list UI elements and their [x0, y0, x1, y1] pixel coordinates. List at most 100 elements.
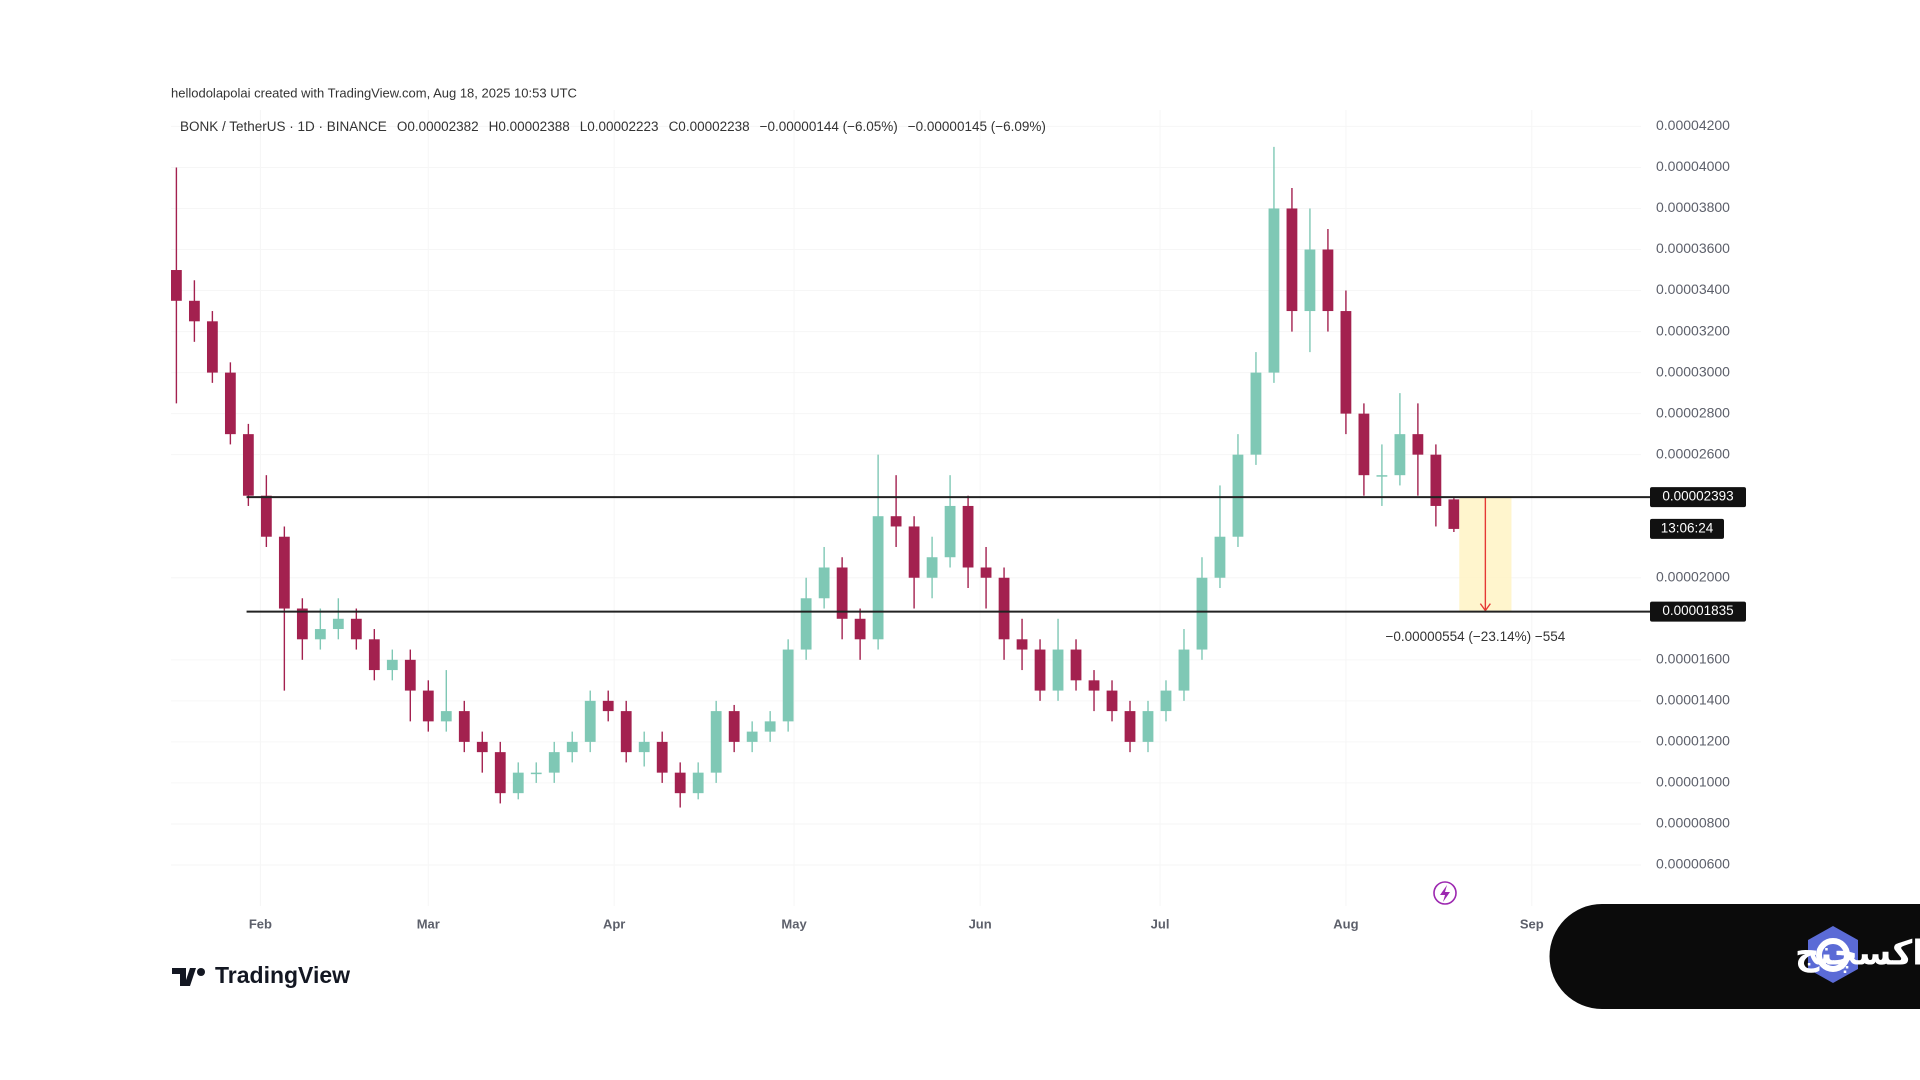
candle-body: [692, 772, 704, 794]
candle-body: [1340, 311, 1352, 414]
overlays: −0.00000554 (−23.14%) −554 0.00002393 0.00…: [246, 487, 1746, 644]
header-item: O0.00002382: [397, 119, 479, 134]
candle-body: [1196, 577, 1208, 650]
icon-ring: [1433, 881, 1457, 905]
candle-body: [1106, 690, 1118, 712]
countdown: 13:06:24: [1661, 520, 1714, 535]
candle-body: [1358, 413, 1370, 476]
countdown-box: [1650, 518, 1724, 539]
candle-body: [530, 772, 542, 775]
candle-body: [188, 300, 200, 322]
header-item: −0.00000145 (−6.09%): [908, 119, 1046, 134]
candle-body: [746, 731, 758, 742]
candle-body: [350, 618, 362, 640]
candle-body: [620, 711, 632, 753]
x-tick-label: Aug: [1333, 916, 1358, 931]
y-tick-label: 0.00003000: [1656, 363, 1730, 379]
x-tick-label: Apr: [603, 916, 625, 931]
header-item: L0.00002223: [580, 119, 659, 134]
y-tick-label: 0.00003600: [1656, 240, 1730, 256]
candle-body: [998, 577, 1010, 640]
candle-body: [710, 711, 722, 773]
measure-arrowhead: [1479, 603, 1491, 612]
measure-label: −0.00000554 (−23.14%) −554: [1385, 629, 1565, 644]
y-tick-label: 0.00001400: [1656, 692, 1730, 708]
candle-body: [1412, 434, 1424, 455]
candle-body: [368, 639, 380, 671]
candle-body: [1124, 711, 1136, 742]
y-tick-label: 0.00002800: [1656, 404, 1730, 420]
candle-body: [440, 711, 452, 722]
y-tick-label: 0.00001200: [1656, 733, 1730, 749]
candle-body: [1178, 649, 1190, 691]
y-tick-label: 0.00000600: [1656, 856, 1730, 872]
y-tick-label: 0.00004000: [1656, 158, 1730, 174]
candle-body: [1142, 711, 1154, 742]
candle-body: [548, 752, 560, 773]
candle-body: [818, 567, 830, 599]
candle-body: [494, 752, 506, 794]
y-tick-label: 0.00003400: [1656, 281, 1730, 297]
candle-body: [171, 270, 182, 301]
candle-body: [1286, 208, 1298, 312]
candle-body: [926, 557, 938, 578]
candles: [171, 146, 1460, 808]
candle-body: [1034, 649, 1046, 691]
candle-body: [962, 505, 974, 568]
icon-bolt: [1440, 885, 1450, 902]
level-label-box: [1650, 601, 1746, 622]
x-tick-label: Jun: [969, 916, 992, 931]
candle-body: [1376, 475, 1388, 477]
candle-body: [1232, 454, 1244, 537]
y-tick-label: 0.00003800: [1656, 199, 1730, 215]
candle-body: [728, 711, 740, 742]
y-tick-label: 0.00001600: [1656, 651, 1730, 667]
candle-body: [260, 495, 272, 537]
candle-body: [1322, 249, 1334, 312]
candle-body: [584, 700, 596, 742]
candle-body: [674, 772, 686, 794]
logo-dot: [197, 968, 205, 976]
candle-body: [458, 711, 470, 742]
candle-body: [314, 629, 326, 640]
candle-body: [386, 659, 398, 671]
candle-body: [908, 526, 920, 578]
level-label-box: [1650, 487, 1746, 508]
x-tick-label: May: [781, 916, 807, 931]
candle-body: [980, 567, 992, 578]
y-tick-label: 0.00000800: [1656, 815, 1730, 831]
header-item: H0.00002388: [489, 119, 570, 134]
badge-text: اوکی اکسچنج: [1795, 934, 1920, 974]
badge-logo: [1808, 926, 1858, 983]
candle-body: [242, 434, 254, 496]
attribution: hellodolapolai created with TradingView.…: [171, 85, 577, 100]
lightning-icon: [1433, 881, 1457, 905]
x-tick-label: Jul: [1151, 916, 1170, 931]
level-label: 0.00002393: [1662, 489, 1733, 504]
tradingview-logo: TradingView: [172, 962, 350, 988]
logo-icon: [172, 968, 196, 986]
candle-body: [1052, 649, 1064, 691]
candle-body: [872, 516, 884, 640]
candle-body: [476, 741, 488, 753]
header-item: C0.00002238: [669, 119, 750, 134]
candle-body: [1268, 208, 1280, 373]
candle-body: [296, 608, 308, 640]
candle-body: [1250, 372, 1262, 455]
candle-body: [1088, 680, 1100, 691]
candle-body: [638, 741, 650, 753]
candle-body: [782, 649, 794, 722]
candle-body: [764, 721, 776, 732]
logo-text: TradingView: [215, 962, 350, 988]
candle-body: [602, 700, 614, 712]
candle-body: [404, 659, 416, 691]
x-tick-label: Feb: [249, 916, 272, 931]
symbol-header: BONK / TetherUS · 1D · BINANCE O0.0000238…: [180, 119, 1046, 134]
candle-body: [1394, 434, 1406, 476]
candle-body: [800, 598, 812, 650]
candle-body: [1016, 639, 1028, 650]
y-tick-label: 0.00001000: [1656, 774, 1730, 790]
candle-body: [422, 690, 434, 722]
